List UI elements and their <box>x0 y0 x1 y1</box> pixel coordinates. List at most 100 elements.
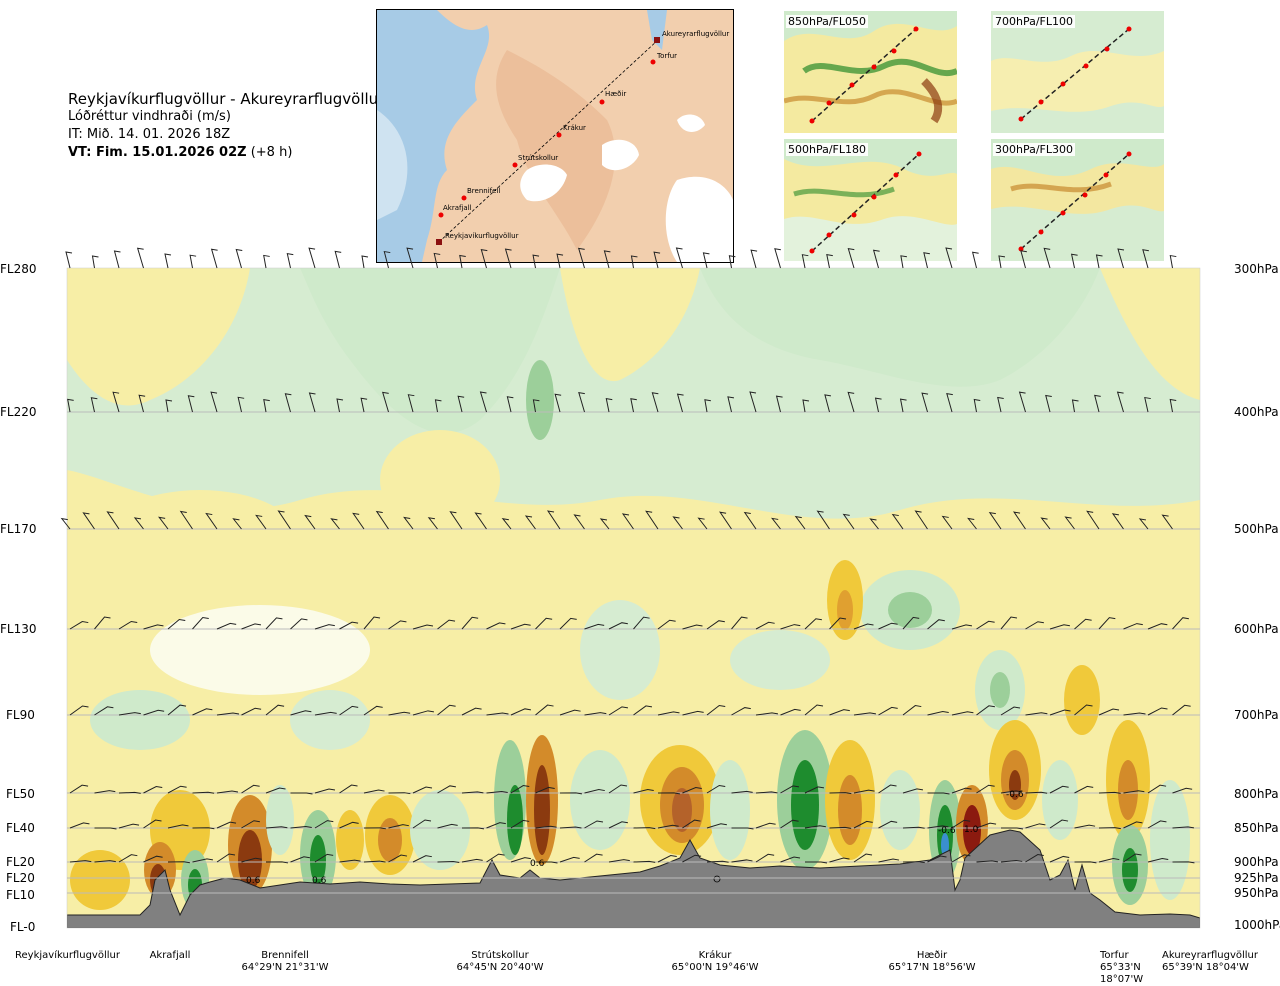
wind-barb <box>1144 396 1151 413</box>
wind-barb <box>486 822 506 829</box>
wind-barb <box>847 391 855 413</box>
field-annotations: 0.6 0.6 0.6 -0.6 -0.6 1.0 <box>246 790 1024 886</box>
wind-barb <box>535 704 554 716</box>
wind-barb <box>1172 861 1195 864</box>
wind-barb <box>94 616 111 630</box>
wind-barb <box>308 247 316 269</box>
right-axis-label: 700hPa <box>1234 708 1279 722</box>
wind-barb <box>412 624 434 630</box>
valid-time-offset: (+8 h) <box>250 145 293 160</box>
wind-barb <box>608 784 628 794</box>
wind-barb <box>138 394 146 413</box>
wind-barb <box>802 399 810 413</box>
wind-barb <box>241 820 260 829</box>
wind-barb <box>532 399 540 413</box>
wind-barb <box>633 860 656 863</box>
wind-barb <box>1123 821 1143 829</box>
wind-barb <box>118 712 141 716</box>
wind-barb <box>599 518 610 530</box>
wind-barb <box>112 391 120 413</box>
wind-barb <box>608 706 629 716</box>
wind-barb <box>69 860 92 863</box>
wind-barb <box>731 616 748 630</box>
wind-barb <box>682 710 704 716</box>
wind-barb <box>106 511 120 530</box>
route-map: Akureyrarflugvöllur Torfur Hæðir Krákur … <box>376 9 734 263</box>
wind-barb <box>731 790 753 794</box>
wind-barb <box>1025 621 1044 630</box>
wind-barb <box>314 624 335 630</box>
wind-barb <box>902 788 924 794</box>
wind-barb <box>192 791 215 794</box>
left-axis-label: FL130 <box>0 622 37 636</box>
wind-barb <box>265 617 283 630</box>
wind-barb <box>94 827 117 830</box>
level-map-label: 500hPa/FL180 <box>786 143 869 156</box>
wind-barb <box>437 861 460 864</box>
wind-barb <box>363 827 386 830</box>
wind-barb <box>1086 510 1100 530</box>
wind-barb <box>510 819 530 829</box>
wind-barb <box>633 788 654 794</box>
wind-barb <box>60 517 71 530</box>
wind-barb <box>1025 823 1046 829</box>
wind-barb <box>645 510 659 530</box>
wind-barb <box>755 853 775 863</box>
wind-barb <box>1123 623 1143 630</box>
wind-barb <box>1123 853 1142 863</box>
wind-barb <box>1074 861 1097 864</box>
location-label: Reykjavíkurflugvöllur <box>10 950 125 962</box>
wind-barb <box>210 391 218 413</box>
wind-barb <box>869 518 879 530</box>
wind-barb <box>1018 391 1026 413</box>
wind-barb <box>314 711 337 716</box>
wind-barb <box>704 399 711 413</box>
wind-barb <box>412 855 432 863</box>
wind-barb <box>1147 707 1168 716</box>
right-axis-label: 850hPa <box>1234 821 1279 835</box>
wind-barb <box>976 620 995 630</box>
wind-barb <box>535 617 553 630</box>
wind-barb <box>158 516 169 530</box>
wind-barb <box>91 255 99 269</box>
wind-barb <box>363 705 383 716</box>
location-label: Brennifell 64°29'N 21°31'W <box>235 950 335 974</box>
waypoint-marker <box>512 162 518 168</box>
wind-barb <box>314 853 334 863</box>
wind-barb <box>167 704 187 716</box>
map-label-akureyri: Akureyrarflugvöllur <box>662 30 729 38</box>
terrain-profile <box>67 829 1200 928</box>
wind-barb <box>878 858 900 863</box>
wind-barb <box>412 786 433 794</box>
location-name: Akrafjall <box>149 950 191 961</box>
level-map-label: 300hPa/FL300 <box>993 143 1076 156</box>
wind-barb <box>412 819 432 829</box>
location-name: Torfur <box>1100 950 1129 961</box>
location-name: Reykjavíkurflugvöllur <box>15 950 120 961</box>
wind-barb <box>976 822 997 829</box>
wind-barb <box>192 858 213 863</box>
wind-barb <box>94 860 116 863</box>
wind-barb <box>608 859 630 863</box>
wind-barb <box>697 517 708 530</box>
right-axis-label: 400hPa <box>1234 405 1279 419</box>
wind-barb <box>829 617 847 630</box>
wind-barb <box>584 820 604 829</box>
wind-barb <box>339 859 361 863</box>
annotation-value: -0.6 <box>1006 790 1024 800</box>
wind-barb <box>804 786 825 794</box>
wind-barb <box>205 512 218 530</box>
wind-barb <box>780 624 801 630</box>
wind-barb <box>853 789 875 794</box>
wind-barb <box>605 397 613 413</box>
wind-barb <box>559 856 580 863</box>
wind-barb <box>510 857 531 863</box>
wind-barb <box>479 391 487 413</box>
location-label: Krákur 65°00'N 19°46'W <box>665 950 765 974</box>
map-label-krakur: Krákur <box>563 124 586 132</box>
wind-barb <box>559 792 583 795</box>
wind-barb <box>361 255 369 269</box>
wind-barb <box>486 790 508 794</box>
left-axis-label: FL10 <box>6 888 35 902</box>
wind-barb <box>352 512 365 530</box>
